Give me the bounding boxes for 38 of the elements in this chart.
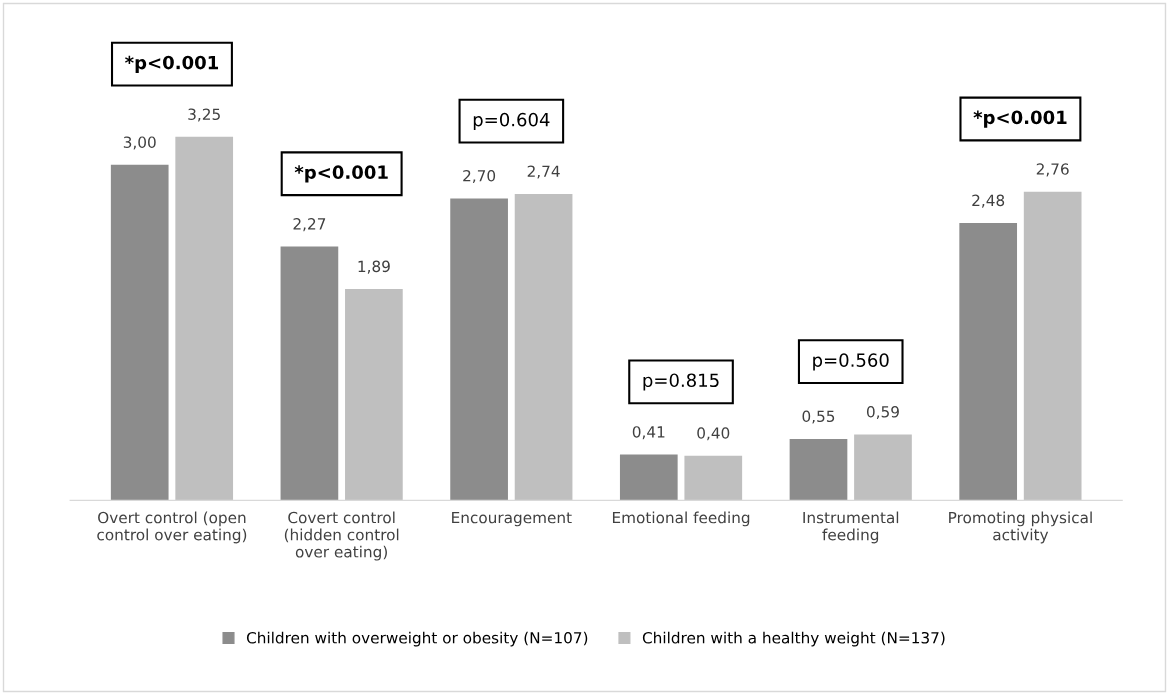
annotation: *p<0.001 xyxy=(294,165,388,183)
x-tick-label: Encouragement xyxy=(452,511,572,527)
data-label: 3,25 xyxy=(188,108,220,122)
data-label: 1,89 xyxy=(358,260,390,274)
bar xyxy=(1023,191,1082,501)
legend-label: Children with overweight or obesity (N=107) xyxy=(246,631,588,647)
x-tick-label: Overt control (open control over eating) xyxy=(97,511,247,544)
data-label: 0,55 xyxy=(802,410,835,424)
x-tick-label: Covert control (hidden control over eating) xyxy=(284,511,399,561)
bar xyxy=(959,222,1018,501)
data-label: 2,76 xyxy=(1036,163,1069,177)
data-label: 2,48 xyxy=(972,194,1005,208)
text: *p<0.001 xyxy=(973,110,1067,128)
text: *p<0.001 xyxy=(125,55,219,73)
bar xyxy=(175,136,234,501)
x-tick-label: Promoting physical activity xyxy=(949,511,1092,544)
x-tick-label: Instrumental feeding xyxy=(803,511,899,544)
x-tick-label: Emotional feeding xyxy=(612,511,750,527)
text: p=0.604 xyxy=(473,112,550,130)
data-label: 0,41 xyxy=(632,426,665,440)
bar xyxy=(450,198,508,501)
data-label: 3,00 xyxy=(123,136,156,150)
annotation: p=0.815 xyxy=(643,373,719,391)
bar xyxy=(619,454,678,501)
data-label: 2,74 xyxy=(527,165,560,179)
bar xyxy=(684,455,743,501)
bar xyxy=(110,164,169,501)
data-label: 2,70 xyxy=(463,169,496,184)
data-label: 2,27 xyxy=(293,218,326,232)
legend-label: Children with a healthy weight (N=137) xyxy=(642,631,945,647)
data-label: 0,40 xyxy=(697,427,730,441)
bar xyxy=(280,246,339,501)
bar xyxy=(854,434,912,501)
bar xyxy=(345,288,403,501)
annotation: p=0.560 xyxy=(813,353,889,371)
bar xyxy=(789,438,848,501)
data-label: 0,59 xyxy=(866,406,899,420)
bar xyxy=(514,193,573,501)
